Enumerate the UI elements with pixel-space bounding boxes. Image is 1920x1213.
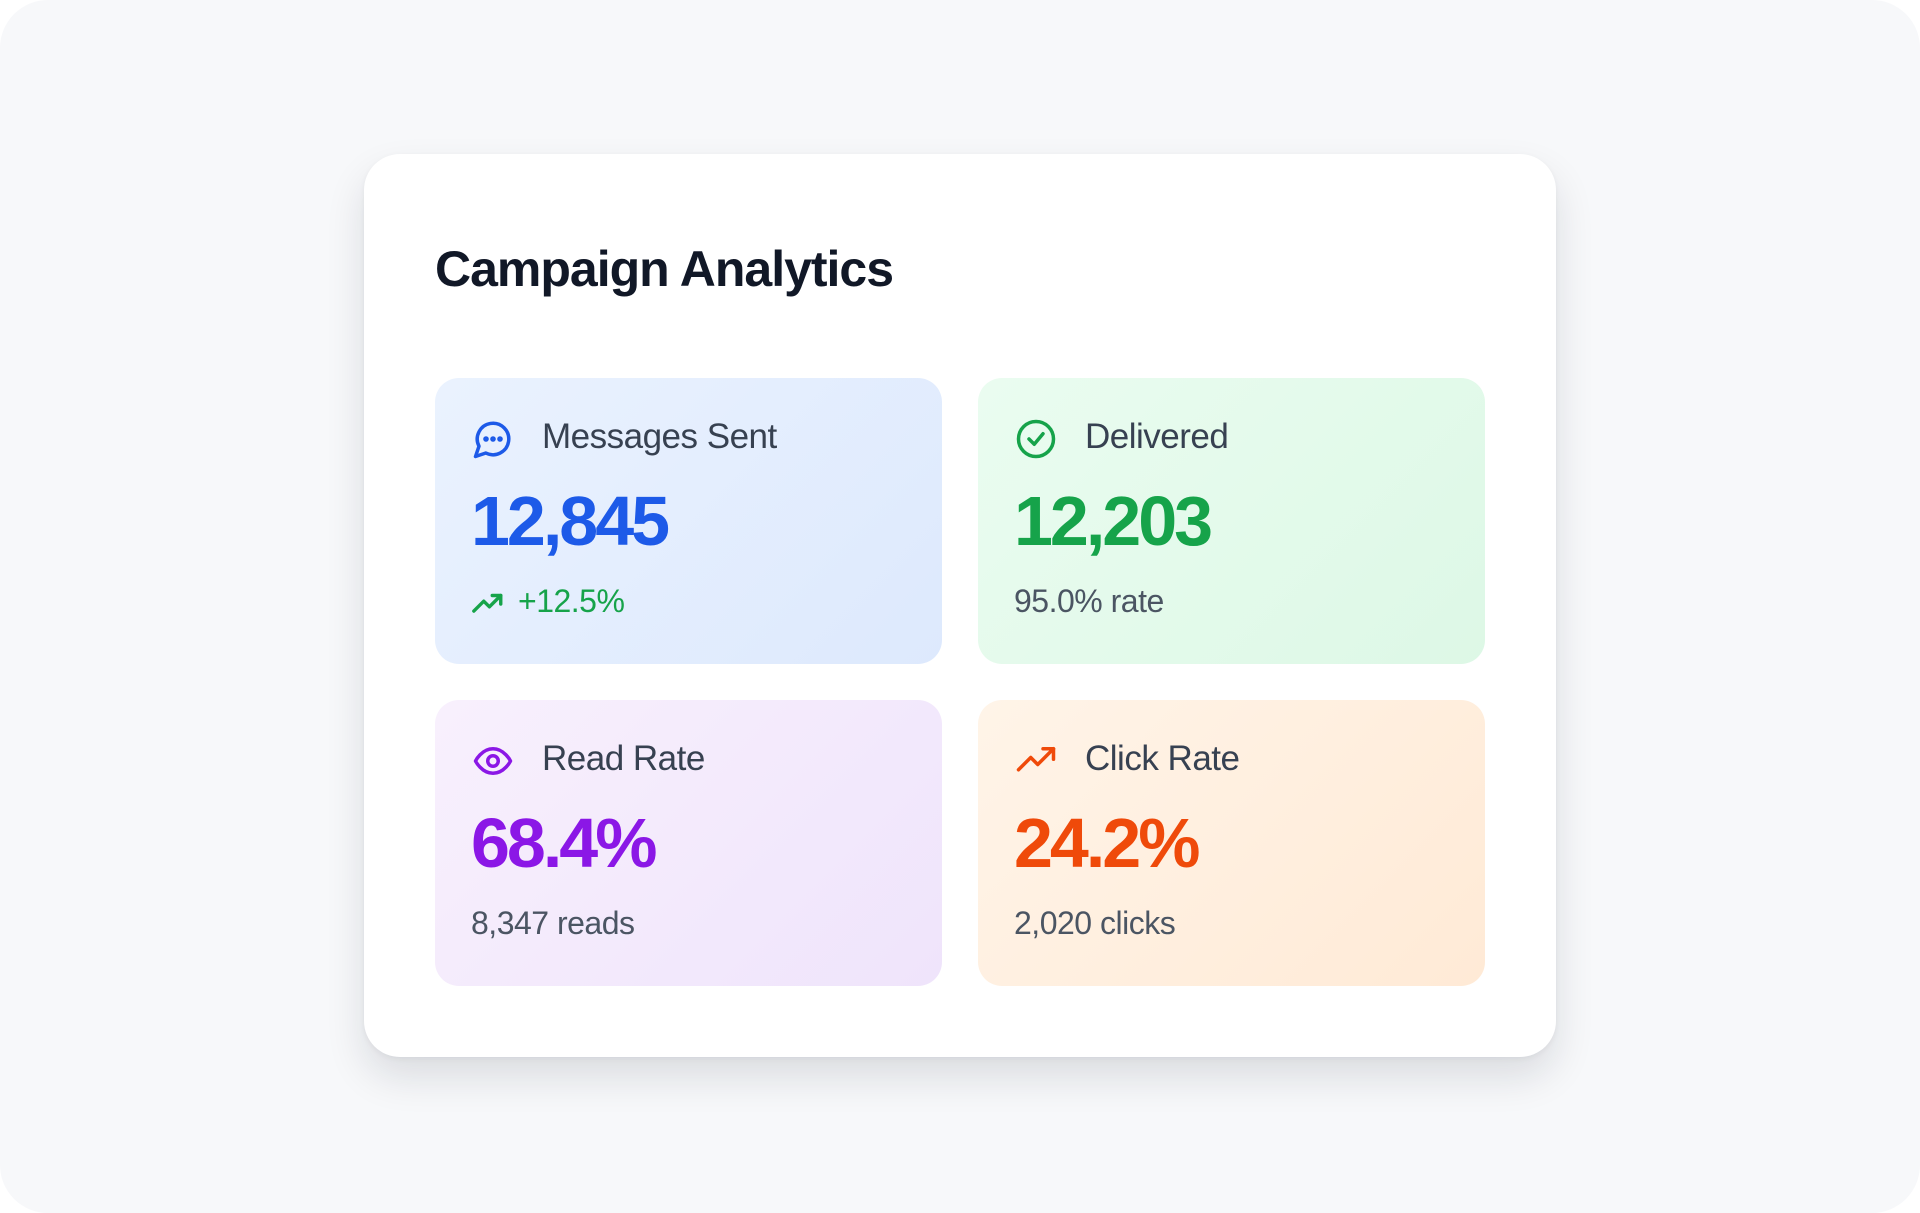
stat-tile: Click Rate 24.2% 2,020 clicks xyxy=(978,700,1485,986)
stat-label: Delivered xyxy=(1085,417,1229,456)
stat-value: 24.2% xyxy=(1014,804,1200,882)
chat-icon xyxy=(473,421,511,459)
stat-label: Messages Sent xyxy=(542,417,777,456)
stat-label: Click Rate xyxy=(1085,739,1240,778)
stat-label: Read Rate xyxy=(542,739,705,778)
trend-icon xyxy=(1016,747,1056,772)
stat-tile: Messages Sent 12,845 +12.5% xyxy=(435,378,942,664)
stat-sub: 8,347 reads xyxy=(471,905,635,941)
stat-sub: 2,020 clicks xyxy=(1014,905,1176,941)
card-title: Campaign Analytics xyxy=(435,241,894,297)
stat-tile: Read Rate 68.4% 8,347 reads xyxy=(435,700,942,986)
trend-icon xyxy=(472,593,503,613)
stat-value: 12,203 xyxy=(1014,482,1213,560)
stat-tile: Delivered 12,203 95.0% rate xyxy=(978,378,1485,664)
stat-value: 68.4% xyxy=(471,804,657,882)
stat-value: 12,845 xyxy=(471,482,670,560)
analytics-card: Campaign Analytics Messages Sent 12,845 … xyxy=(364,154,1556,1057)
stat-change: +12.5% xyxy=(518,583,625,619)
check-icon xyxy=(1016,419,1056,459)
eye-icon xyxy=(473,747,513,775)
stat-sub: 95.0% rate xyxy=(1014,583,1164,619)
